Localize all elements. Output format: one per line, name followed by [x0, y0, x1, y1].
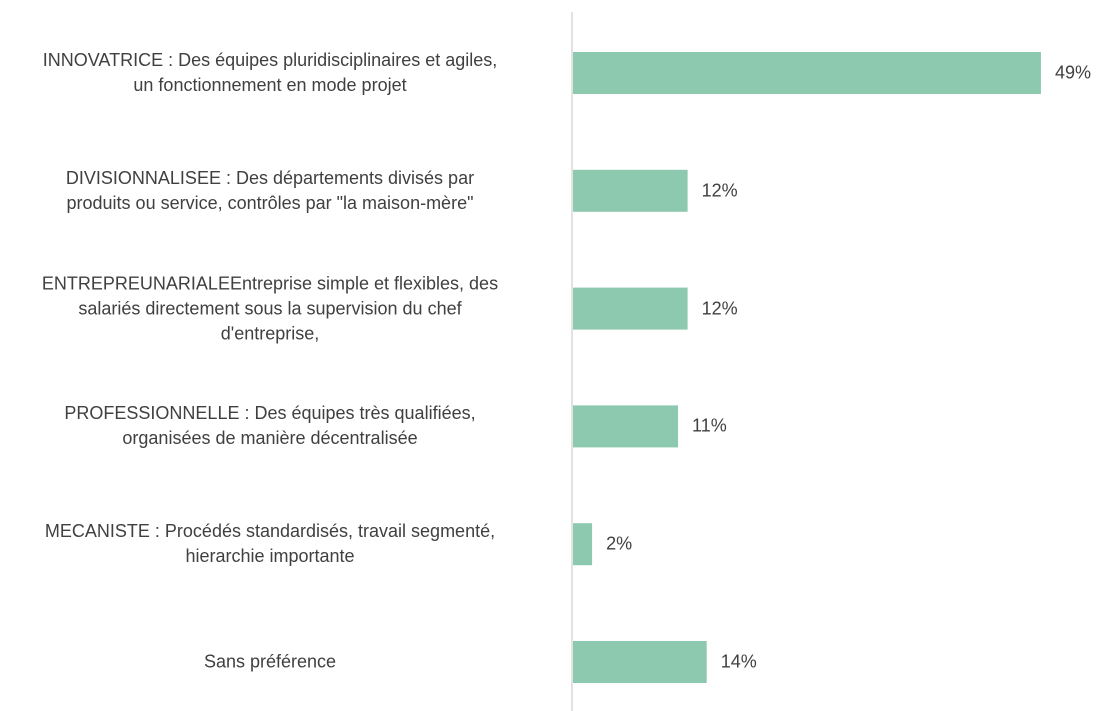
category-label: MECANISTE : Procédés standardisés, trava… [44, 521, 496, 567]
category-label: DIVISIONNALISEE : Des départements divis… [65, 167, 475, 213]
value-label: 14% [720, 651, 757, 672]
category-label: Sans préférence [203, 651, 337, 672]
bar [573, 405, 679, 448]
bar [573, 287, 688, 330]
category-label: ENTREPREUNARIALEEntreprise simple et fle… [41, 273, 499, 344]
value-label: 12% [701, 180, 738, 201]
value-label: 2% [606, 533, 633, 554]
bar [573, 523, 593, 566]
bar [573, 169, 688, 212]
value-label: 49% [1054, 62, 1091, 83]
value-label: 12% [701, 298, 738, 319]
value-label: 11% [692, 415, 727, 436]
bar [573, 52, 1041, 94]
category-label: INNOVATRICE : Des équipes pluridisciplin… [42, 50, 498, 95]
category-label: PROFESSIONNELLE : Des équipes très quali… [64, 403, 476, 449]
bar [573, 641, 707, 683]
